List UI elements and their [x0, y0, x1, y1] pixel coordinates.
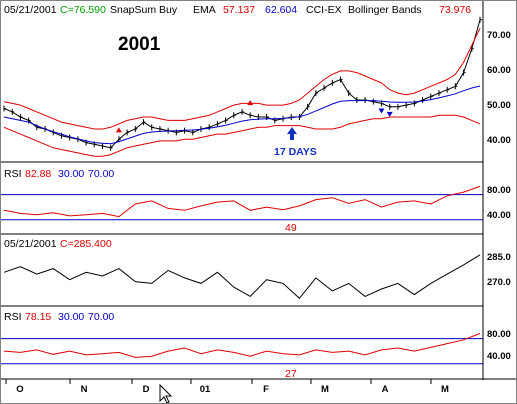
mouse-cursor-icon	[159, 383, 173, 404]
sell-marker-icon	[378, 108, 385, 114]
rsi1-high: 70.00	[88, 168, 114, 180]
price-ema-line	[3, 85, 481, 145]
rsi1-marker: 49	[285, 222, 297, 234]
y-tick: 40.00	[487, 351, 511, 362]
y-tick: 40.00	[487, 210, 511, 221]
cci-label: CCI-EX	[306, 4, 342, 16]
bb-label: Bollinger Bands	[348, 4, 422, 16]
rsi1-low: 30.00	[58, 168, 84, 180]
rsi2-high: 70.00	[88, 311, 114, 323]
price-bollinger-upper-line	[3, 27, 481, 130]
year-title: 2001	[118, 34, 161, 55]
x-tick-label: N	[81, 384, 88, 395]
plot-area	[1, 16, 483, 365]
rsi2-value: 78.15	[25, 311, 51, 323]
study-name: SnapSum Buy	[110, 4, 178, 16]
mid-date: 05/21/2001	[4, 238, 57, 250]
ema-label: EMA	[193, 4, 216, 16]
ema-value: 57.137	[223, 4, 255, 16]
rsi1-label: RSI	[4, 168, 22, 180]
x-tick-label: D	[143, 384, 150, 395]
rsi2-label: RSI	[4, 311, 22, 323]
middle-c-line	[3, 254, 481, 300]
y-tick: 80.00	[487, 185, 511, 196]
x-tick-label: M	[321, 384, 329, 395]
y-tick: 40.00	[487, 135, 511, 146]
x-tick-label: F	[263, 384, 269, 395]
x-tick-label: O	[16, 384, 23, 395]
bb-value: 73.976	[439, 4, 471, 16]
rsi_2-rsi-line	[3, 333, 481, 358]
x-tick-label: 01	[200, 384, 211, 395]
x-tick-label: A	[382, 384, 389, 395]
top-date: 05/21/2001	[4, 4, 57, 16]
y-tick: 50.00	[487, 100, 511, 111]
buy-marker-icon	[247, 100, 254, 106]
cci-value: 62.604	[265, 4, 297, 16]
up-arrow-icon	[287, 127, 297, 140]
top-close: C=76.590	[60, 4, 106, 16]
price-bollinger-lower-line	[3, 114, 481, 157]
y-tick: 270.0	[487, 277, 511, 288]
x-tick-label: M	[441, 384, 449, 395]
y-tick: 70.00	[487, 30, 511, 41]
buy-marker-icon	[115, 127, 122, 133]
y-tick: 285.0	[487, 252, 511, 263]
rsi2-low: 30.00	[58, 311, 84, 323]
mid-close: C=285.400	[60, 238, 112, 250]
rsi2-marker: 27	[285, 368, 297, 380]
rsi1-value: 82.88	[25, 168, 51, 180]
x-axis: O N D 01 F M A M	[5, 379, 449, 395]
y-tick: 60.00	[487, 65, 511, 76]
y-tick: 80.00	[487, 329, 511, 340]
sell-marker-icon	[386, 111, 393, 117]
rsi_1-rsi-line	[3, 185, 481, 218]
days-annotation: 17 DAYS	[274, 146, 317, 158]
